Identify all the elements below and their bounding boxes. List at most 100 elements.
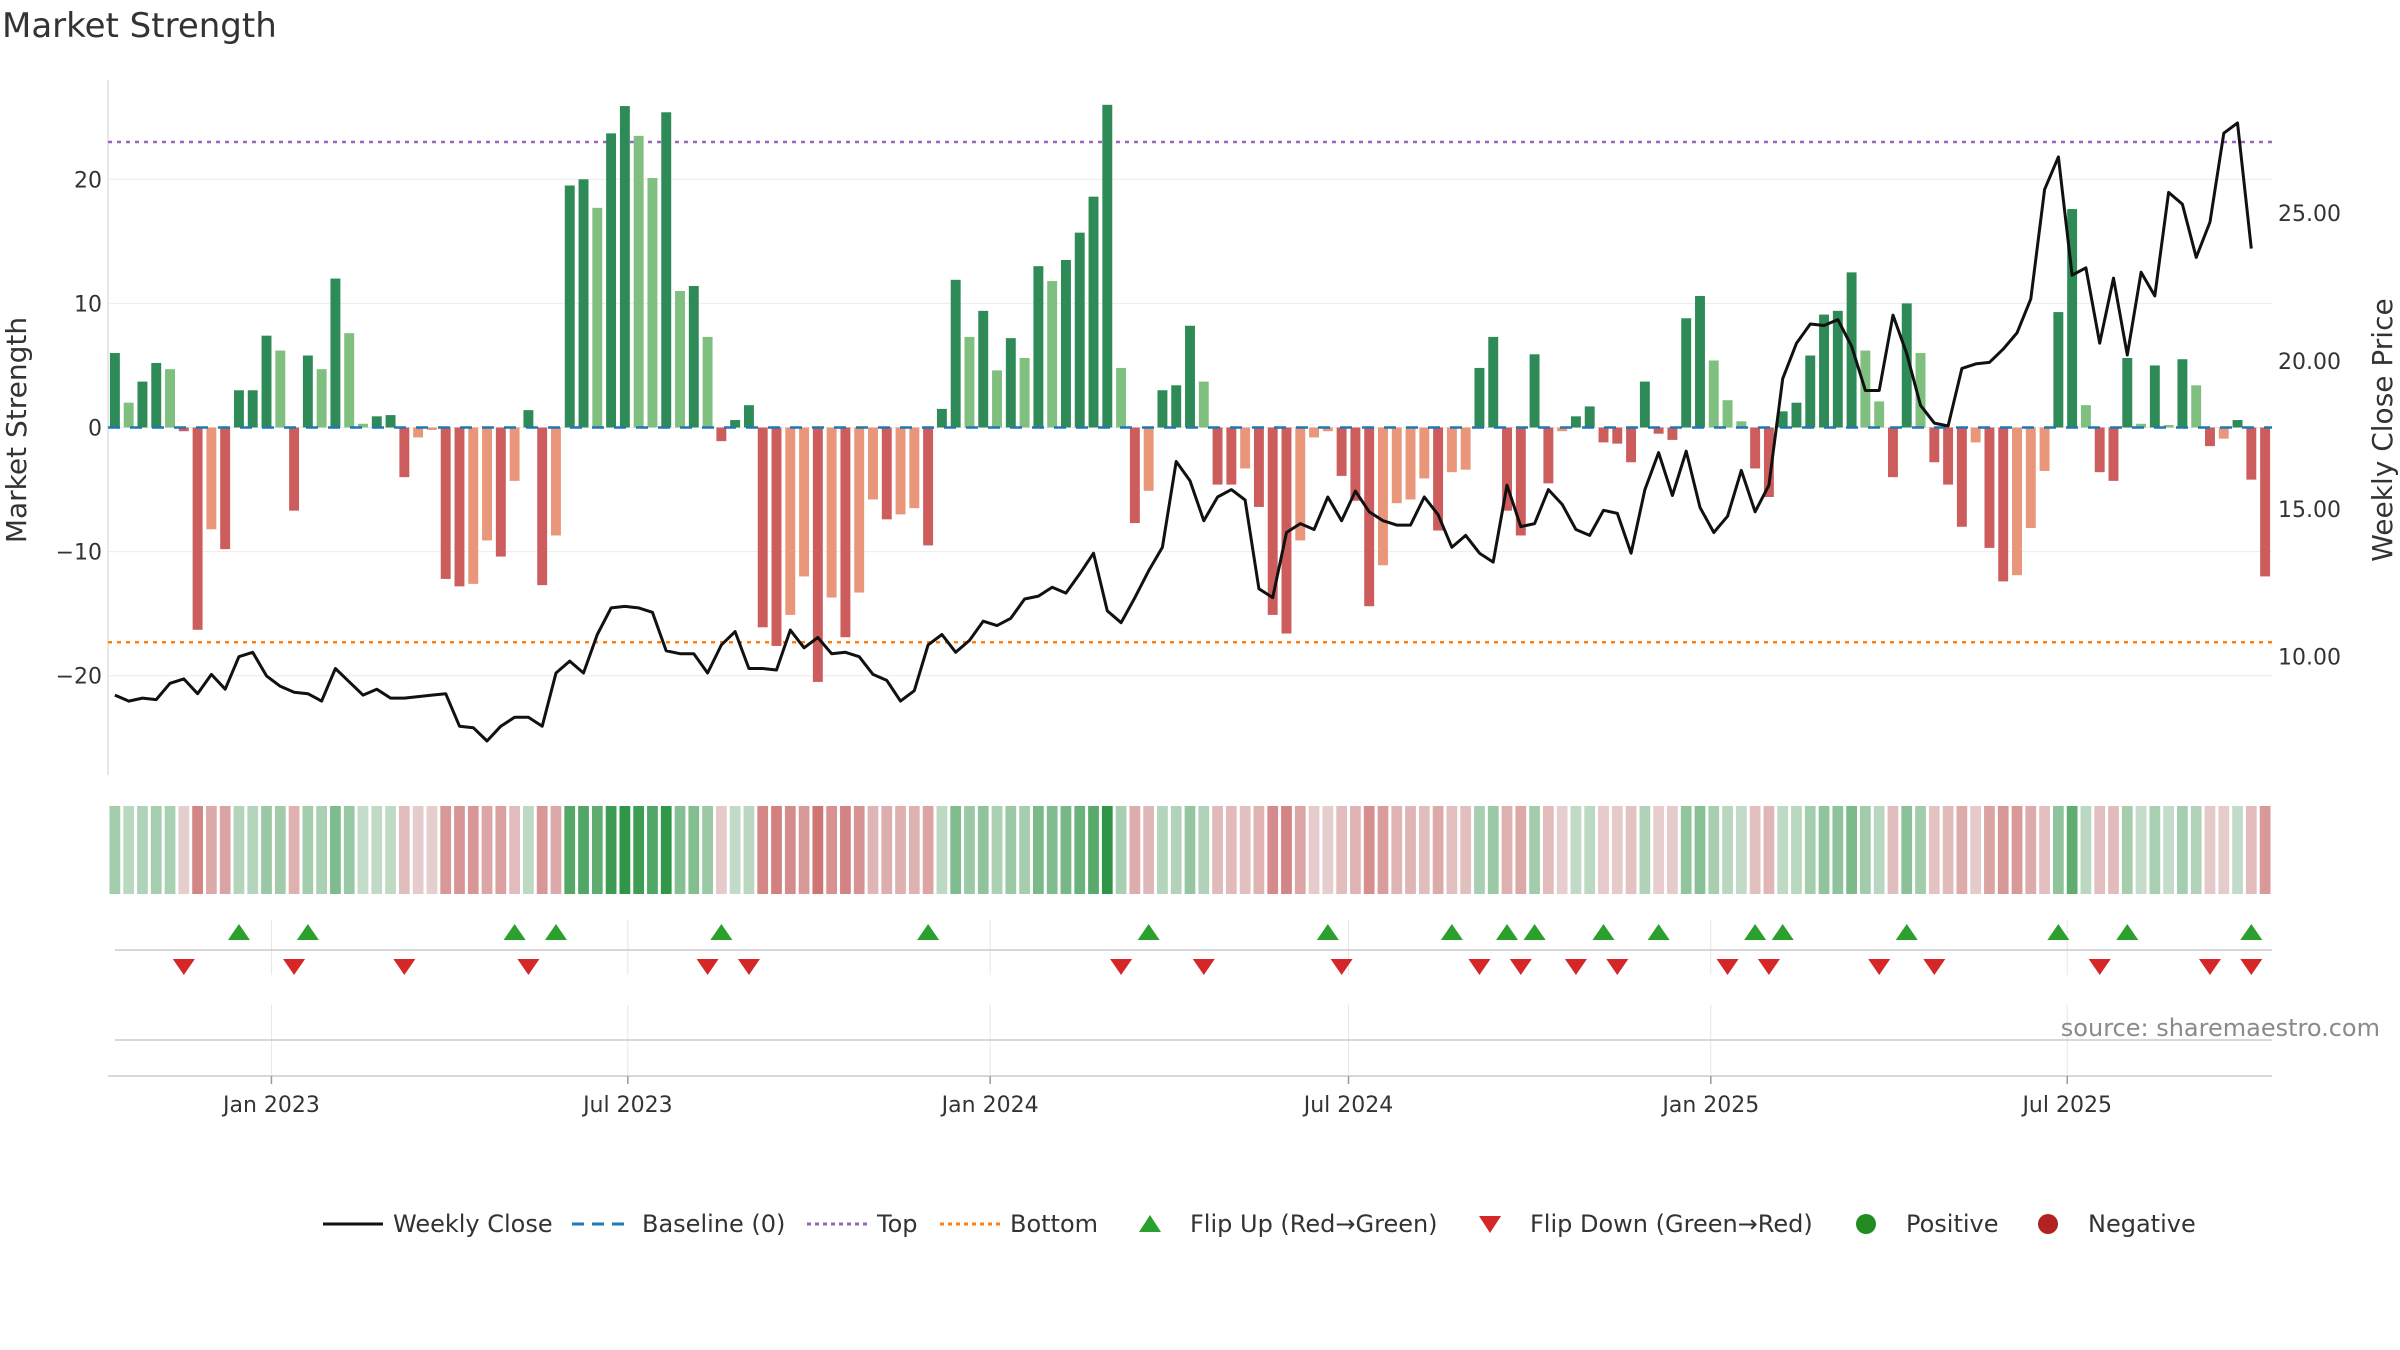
heat-cell — [164, 806, 176, 894]
strength-bar — [358, 423, 368, 428]
heat-cell — [605, 806, 617, 894]
heat-cell — [1115, 806, 1127, 894]
right-tick-label: 20.00 — [2278, 350, 2341, 375]
strength-bar — [2191, 385, 2202, 428]
strength-bar — [1929, 427, 1940, 463]
strength-bar — [426, 427, 437, 430]
heat-cell — [2011, 806, 2023, 894]
strength-bar — [1970, 427, 1981, 443]
strength-bar — [261, 335, 272, 428]
flip-markers — [108, 924, 2272, 1077]
flip-up-marker — [710, 924, 733, 940]
heat-cell — [302, 806, 314, 894]
heat-cell — [1887, 806, 1899, 894]
heat-cell — [1363, 806, 1375, 894]
heat-cell — [1074, 806, 1086, 894]
strength-bar — [854, 427, 865, 593]
heat-cell — [977, 806, 989, 894]
flip-down-marker — [393, 959, 416, 975]
strength-bar — [1598, 427, 1609, 443]
strength-bar — [840, 427, 851, 638]
heat-cell — [495, 806, 507, 894]
heat-cell — [798, 806, 810, 894]
flip-up-marker — [227, 924, 250, 940]
strength-bar — [1364, 427, 1375, 607]
left-tick-label: −10 — [56, 541, 102, 566]
heat-cell — [1625, 806, 1637, 894]
heat-cell — [1749, 806, 1761, 894]
strength-bar — [771, 427, 782, 646]
strength-bar — [799, 427, 810, 577]
strength-bar — [1695, 295, 1705, 428]
flip-down-marker — [1192, 959, 1215, 975]
weekly-close-line — [114, 121, 2253, 743]
heat-cell — [991, 806, 1003, 894]
strength-bar — [2039, 427, 2050, 471]
heat-cell — [1956, 806, 1968, 894]
heat-cell — [2245, 806, 2257, 894]
strength-bar — [909, 427, 920, 509]
heat-cell — [1735, 806, 1747, 894]
heat-cell — [1901, 806, 1913, 894]
flip-down-marker — [1564, 959, 1587, 975]
heat-cell — [1019, 806, 1030, 894]
flip-up-marker — [1744, 924, 1767, 940]
heat-cell — [2232, 806, 2243, 894]
strength-bar — [1819, 314, 1830, 428]
strength-bar — [1653, 427, 1664, 434]
strength-bar — [702, 336, 713, 428]
heat-cell — [881, 806, 893, 894]
heat-cell — [564, 806, 576, 894]
strength-bar — [371, 416, 382, 428]
legend-label: Negative — [2088, 1210, 2196, 1238]
heat-cell — [1791, 806, 1802, 894]
heat-cell — [536, 806, 548, 894]
flip-up-marker — [1523, 924, 1546, 940]
flip-up-marker — [2116, 924, 2139, 940]
strength-bar — [1626, 427, 1637, 463]
heat-cell — [1239, 806, 1251, 894]
strength-bar — [509, 427, 520, 481]
legend-swatch — [2038, 1214, 2058, 1234]
heat-cell — [867, 806, 879, 894]
strength-bar — [344, 333, 355, 428]
heat-cell — [1846, 806, 1857, 894]
heat-cell — [137, 806, 148, 894]
heat-cell — [1322, 806, 1334, 894]
strength-bar — [399, 427, 410, 478]
strength-bar — [675, 290, 685, 428]
heat-cell — [1281, 806, 1292, 894]
strength-bar — [1157, 390, 1168, 428]
strength-bar — [633, 135, 644, 428]
heat-cell — [2218, 806, 2230, 894]
heat-cell — [895, 806, 906, 894]
heat-cell — [702, 806, 713, 894]
strength-bar — [1667, 427, 1678, 440]
strength-bar — [2260, 427, 2271, 577]
heat-cell — [1542, 806, 1554, 894]
flip-down-marker — [1606, 959, 1629, 975]
legend-label: Baseline (0) — [642, 1210, 785, 1238]
strength-bar — [688, 286, 699, 428]
strength-bar — [1874, 401, 1885, 428]
strength-bar — [2025, 427, 2036, 529]
strength-bar — [619, 106, 630, 428]
flip-up-marker — [1440, 924, 1463, 940]
strength-bar — [220, 427, 231, 550]
strength-bar — [495, 427, 506, 557]
strength-bar — [2218, 427, 2229, 439]
strength-bar — [1750, 427, 1761, 469]
heat-cell — [633, 806, 645, 894]
strength-bar — [1529, 354, 1540, 428]
heat-cell — [467, 806, 479, 894]
legend: Weekly Close Baseline (0) Top Bottom Flip Up… — [323, 1210, 2196, 1238]
right-tick-label: 15.00 — [2278, 498, 2341, 523]
strength-bar — [964, 336, 975, 428]
heat-cell — [1722, 806, 1733, 894]
x-tick-label: Jul 2023 — [581, 1093, 673, 1118]
heat-cell — [1225, 806, 1237, 894]
heat-cell — [1184, 806, 1196, 894]
strength-bar — [1433, 427, 1444, 531]
legend-label: Weekly Close — [393, 1210, 553, 1238]
strength-bar — [1446, 427, 1457, 473]
